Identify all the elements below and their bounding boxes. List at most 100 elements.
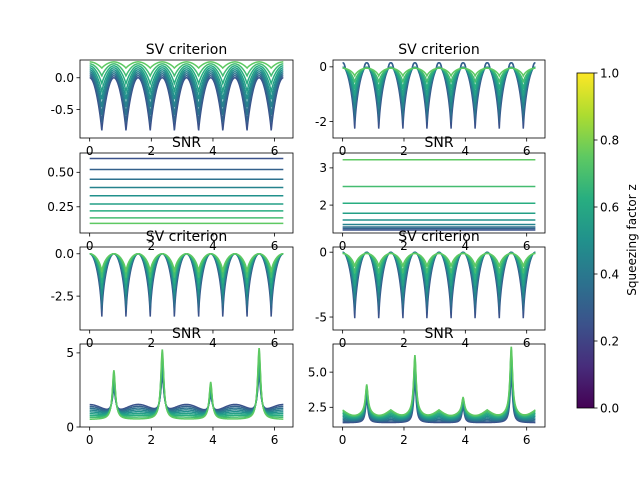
series-group: [89, 157, 284, 225]
colorbar-tick-label: 0.8: [600, 133, 619, 147]
panel-row4-right: 0 2 4 6 2.5 5.0 SNR: [308, 326, 546, 447]
panel-row1-left: 0 2 4 6 -0.5 0.0 SV criterion: [51, 42, 294, 158]
y-tick-label: -0.5: [51, 103, 74, 117]
panel-row2-left: 0 2 4 6 0.25 0.50 SNR: [47, 135, 294, 253]
panel-title: SV criterion: [398, 229, 479, 245]
y-tick-label: 0: [319, 245, 327, 259]
x-tick-label: 2: [147, 144, 155, 158]
axes-frame: [79, 152, 294, 234]
series-group: [89, 347, 284, 420]
series-group: [342, 158, 536, 231]
colorbar-tick-label: 0.4: [600, 267, 619, 281]
series-line: [342, 251, 536, 319]
x-tick-label: 2: [147, 239, 155, 253]
x-tick-label: 4: [462, 433, 470, 447]
y-tick-label: 0.25: [47, 200, 74, 214]
series-line: [89, 253, 284, 312]
series-group: [342, 346, 536, 424]
series-line: [342, 356, 536, 419]
x-tick-label: 0: [339, 433, 347, 447]
series-line: [89, 65, 284, 86]
x-tick-label: 4: [462, 336, 470, 350]
series-group: [89, 61, 284, 131]
series-line: [342, 349, 536, 418]
x-tick-label: 0: [339, 144, 347, 158]
panel-title: SV criterion: [146, 229, 227, 245]
panel-title: SV criterion: [146, 42, 227, 58]
x-tick-label: 6: [523, 239, 531, 253]
axes-frame: [79, 246, 294, 331]
series-line: [89, 253, 284, 301]
colorbar-tick-label: 1.0: [600, 66, 619, 80]
x-tick-label: 4: [209, 336, 217, 350]
x-tick-label: 4: [209, 239, 217, 253]
series-line: [342, 66, 536, 96]
series-line: [342, 252, 536, 280]
axes-frame: [332, 246, 546, 331]
x-tick-label: 0: [86, 239, 94, 253]
y-tick-label: 2: [319, 198, 327, 212]
colorbar: 0.0 0.2 0.4 0.6 0.8 1.0 Squeezing factor z: [576, 66, 639, 415]
series-line: [89, 75, 284, 123]
x-tick-label: 6: [523, 433, 531, 447]
colorbar-tick-label: 0.2: [600, 334, 619, 348]
series-line: [89, 366, 284, 414]
axes-frame: [332, 59, 546, 139]
series-line: [89, 253, 284, 295]
y-tick-label: 0.0: [55, 71, 74, 85]
y-tick-label: 5.0: [308, 365, 327, 379]
series-line: [342, 252, 536, 274]
y-tick-label: 0.50: [47, 166, 74, 180]
series-line: [342, 67, 536, 90]
x-tick-label: 2: [400, 239, 408, 253]
y-tick-label: -5: [315, 310, 327, 324]
x-tick-label: 0: [86, 433, 94, 447]
y-tick-label: 2.5: [308, 401, 327, 415]
x-tick-label: 0: [86, 336, 94, 350]
series-line: [89, 253, 284, 289]
x-tick-label: 6: [523, 336, 531, 350]
series-line: [342, 376, 536, 424]
axes-frame: [79, 343, 294, 428]
y-tick-label: 3: [319, 161, 327, 175]
series-line: [89, 253, 284, 284]
series-line: [342, 67, 536, 78]
x-tick-label: 2: [147, 336, 155, 350]
x-tick-label: 6: [271, 336, 279, 350]
series-line: [89, 253, 284, 273]
series-group: [89, 253, 284, 317]
series-line: [89, 73, 284, 115]
axes-frame: [332, 343, 546, 428]
series-group: [342, 61, 536, 129]
series-line: [342, 364, 536, 421]
y-tick-label: 0: [66, 420, 74, 434]
series-line: [342, 251, 536, 312]
series-line: [342, 252, 536, 267]
series-line: [89, 347, 284, 420]
panel-row3-left: 0 2 4 6 -2.5 0.0 SV criterion: [51, 229, 294, 350]
y-tick-label: 0: [319, 60, 327, 74]
series-line: [89, 67, 284, 95]
series-line: [342, 360, 536, 420]
colorbar-gradient: [576, 72, 595, 409]
x-tick-label: 0: [339, 239, 347, 253]
x-tick-label: 4: [209, 433, 217, 447]
series-line: [89, 369, 284, 413]
panel-title: SV criterion: [398, 42, 479, 58]
x-tick-label: 0: [86, 144, 94, 158]
series-line: [89, 61, 284, 70]
x-tick-label: 6: [271, 433, 279, 447]
axes-frame: [332, 152, 546, 234]
series-line: [89, 253, 284, 278]
y-tick-label: 5: [66, 346, 74, 360]
series-line: [342, 252, 536, 287]
x-tick-label: 6: [523, 144, 531, 158]
panel-title: SNR: [424, 326, 453, 342]
series-line: [342, 252, 536, 293]
panel-row1-right: 0 2 4 6 -2 0 SV criterion: [315, 42, 546, 158]
colorbar-tick-label: 0.0: [600, 401, 619, 415]
y-tick-label: 0.0: [55, 247, 74, 261]
x-tick-label: 4: [209, 144, 217, 158]
panel-title: SNR: [424, 135, 453, 151]
